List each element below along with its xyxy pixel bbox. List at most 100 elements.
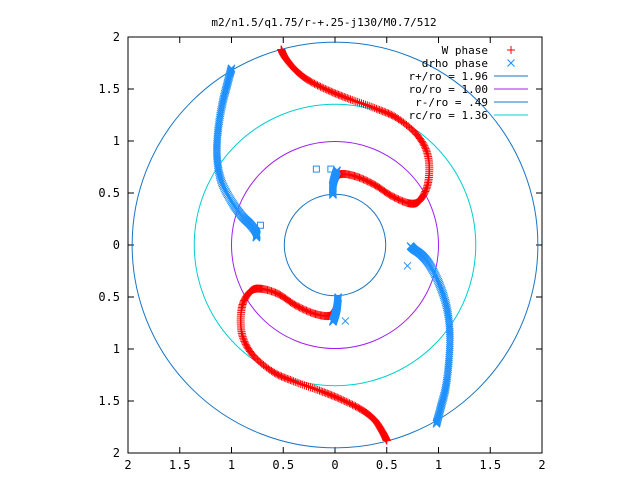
legend-label: drho phase <box>422 57 488 70</box>
data-point <box>438 396 447 404</box>
y-tick-label: 1 <box>113 134 120 148</box>
legend-label: ro/ro = 1.00 <box>409 83 488 96</box>
data-point <box>221 86 230 95</box>
data-point <box>304 382 313 391</box>
circle-1 <box>231 141 439 349</box>
data-point <box>355 98 364 107</box>
y-tick-label: 0.5 <box>98 290 120 304</box>
data-point <box>361 100 370 109</box>
data-point <box>318 387 327 396</box>
x-tick-label: 1.5 <box>479 458 501 472</box>
y-tick-label: 1.5 <box>98 82 120 96</box>
data-point <box>312 165 320 173</box>
data-point <box>403 261 412 270</box>
data-point <box>220 91 229 99</box>
data-point <box>315 386 324 395</box>
x-tick-label: 0.5 <box>376 458 398 472</box>
data-point <box>351 97 360 106</box>
data-point <box>312 385 321 394</box>
data-point <box>213 143 221 152</box>
data-point <box>221 88 230 96</box>
data-point <box>239 334 248 343</box>
x-tick-label: 0 <box>331 458 338 472</box>
data-point <box>222 85 230 94</box>
data-point <box>363 101 372 110</box>
data-point <box>310 384 319 393</box>
data-point <box>327 165 335 173</box>
y-tick-label: 2 <box>113 446 120 460</box>
data-point <box>293 378 302 387</box>
x-tick-label: 1 <box>435 458 442 472</box>
data-point <box>439 394 448 403</box>
reference-circles <box>131 41 539 449</box>
data-point <box>213 139 221 148</box>
circle-2 <box>283 193 387 297</box>
data-point <box>422 147 431 156</box>
data-point <box>256 221 264 229</box>
data-point <box>370 104 379 113</box>
data-point <box>353 97 362 106</box>
data-point <box>439 393 448 401</box>
data-point <box>372 104 381 113</box>
data-point <box>437 400 446 409</box>
data-point <box>298 380 307 389</box>
data-point <box>440 391 448 400</box>
y-tick-label: 1 <box>113 342 120 356</box>
data-point <box>365 102 374 111</box>
data-point <box>438 397 447 406</box>
legend-label: r-/ro = .49 <box>415 96 488 109</box>
data-point <box>306 383 315 392</box>
data-point <box>220 92 228 101</box>
circle-0 <box>131 41 539 449</box>
data-point <box>219 94 228 102</box>
x-tick-label: 2 <box>124 458 131 472</box>
data-series <box>212 45 454 445</box>
legend-swatch <box>507 59 515 67</box>
data-point <box>333 166 341 174</box>
data-point <box>341 317 350 325</box>
legend-swatch <box>507 46 515 54</box>
data-point <box>359 100 368 109</box>
data-point <box>308 384 317 393</box>
data-point <box>300 381 309 390</box>
legend-label: r+/ro = 1.96 <box>409 70 488 83</box>
data-point <box>252 233 261 242</box>
circle-3 <box>193 103 477 387</box>
data-point <box>291 377 300 386</box>
data-point <box>317 387 326 396</box>
data-point <box>362 408 371 417</box>
data-point <box>329 317 337 325</box>
data-point <box>346 95 355 104</box>
data-point <box>440 388 449 397</box>
data-point <box>368 103 377 112</box>
y-tick-label: 1.5 <box>98 394 120 408</box>
data-point <box>212 145 221 154</box>
data-point <box>344 94 353 103</box>
y-tick-label: 0 <box>113 238 120 252</box>
data-point <box>438 399 446 407</box>
data-point <box>296 379 305 388</box>
drho-phase-series <box>212 64 454 428</box>
data-point <box>289 377 298 386</box>
data-point <box>349 96 358 105</box>
x-tick-label: 1.5 <box>169 458 191 472</box>
data-point <box>357 99 366 108</box>
data-point <box>213 141 221 150</box>
x-tick-label: 1 <box>228 458 235 472</box>
x-tick-label: 2 <box>538 458 545 472</box>
y-tick-label: 0.5 <box>98 186 120 200</box>
chart-title: m2/n1.5/q1.75/r-+.25-j130/M0.7/512 <box>211 16 436 29</box>
data-point <box>313 385 322 394</box>
x-tick-label: 0.5 <box>272 458 294 472</box>
legend-label: rc/ro = 1.36 <box>409 109 488 122</box>
data-point <box>367 102 376 111</box>
data-point <box>302 381 311 390</box>
legend-label: W phase <box>442 44 488 57</box>
data-point <box>220 89 229 98</box>
y-tick-label: 2 <box>113 30 120 44</box>
data-point <box>294 379 303 388</box>
data-point <box>440 390 449 398</box>
w-phase-series <box>236 45 434 445</box>
